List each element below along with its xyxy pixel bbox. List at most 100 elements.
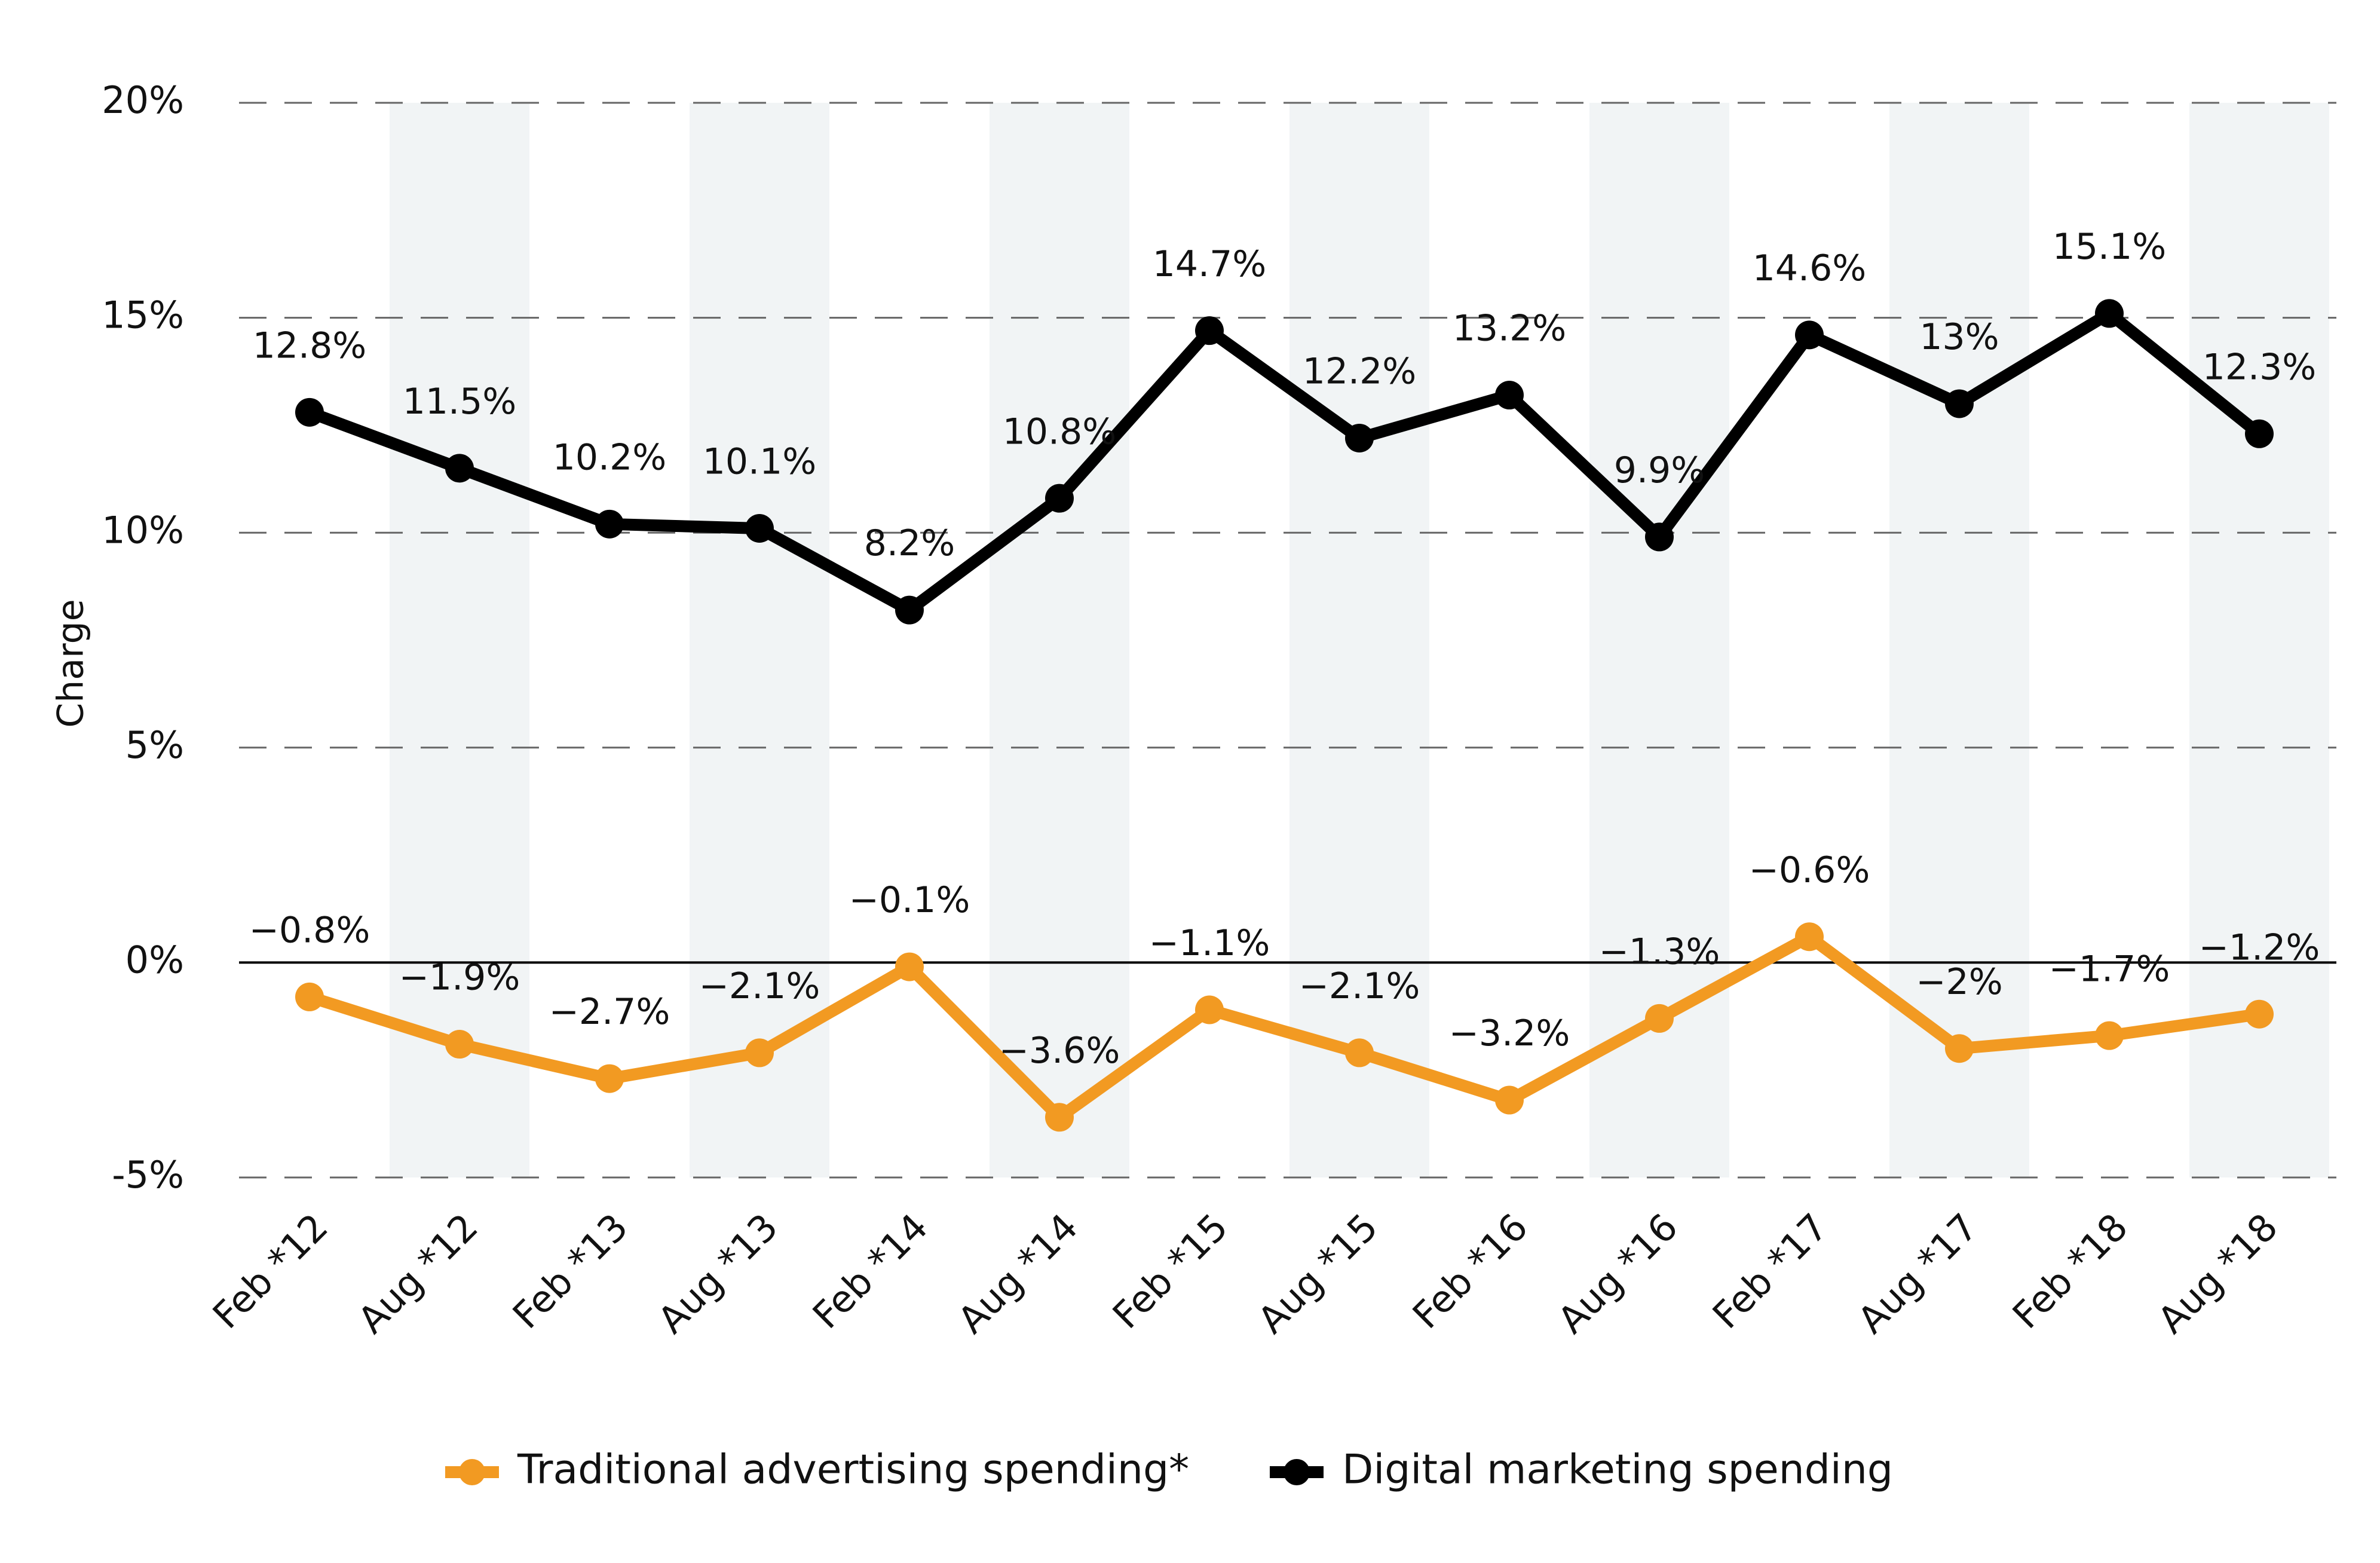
data-point [1945, 1034, 1974, 1063]
background-band [1289, 103, 1429, 1177]
data-label: 10.2% [553, 436, 667, 478]
data-point [295, 397, 324, 427]
gridlines [239, 102, 2336, 1179]
y-tick-label: 10% [102, 508, 184, 552]
data-label: −2.1% [699, 965, 820, 1007]
data-point [1645, 522, 1674, 552]
background-band [390, 103, 529, 1177]
x-tick-label: Feb *16 [1404, 1205, 1536, 1337]
legend-label-digital: Digital marketing spending [1342, 1446, 1893, 1494]
data-label: −2.1% [1299, 965, 1420, 1007]
legend-label-traditional: Traditional advertising spending* [517, 1446, 1189, 1494]
data-point [1195, 995, 1224, 1024]
data-label: 8.2% [864, 522, 955, 564]
x-tick-label: Aug *18 [2149, 1205, 2286, 1342]
background-band [1889, 103, 2029, 1177]
y-tick-label: 5% [125, 723, 184, 767]
y-axis-label: Charge [50, 599, 92, 727]
data-point [2095, 299, 2124, 328]
data-label: −3.6% [999, 1030, 1120, 1072]
data-label: 13.2% [1453, 308, 1567, 350]
series-digital: 12.8% 11.5% 10.2% 10.1% 8.2% 10.8% 14.7% 12.2% 1… [253, 226, 2317, 625]
data-point [1045, 1103, 1074, 1132]
data-label: −1.9% [399, 957, 520, 999]
data-point [295, 982, 324, 1011]
x-tick-label: Feb *18 [2004, 1205, 2136, 1337]
x-tick-label: Aug *15 [1249, 1205, 1386, 1342]
data-label: −1.3% [1599, 931, 1720, 972]
data-point [445, 454, 474, 483]
data-point [1945, 389, 1974, 418]
data-label: 14.7% [1153, 243, 1267, 285]
legend-item-traditional: Traditional advertising spending* [445, 1446, 1189, 1494]
data-point [1345, 423, 1374, 452]
data-point [745, 514, 774, 543]
data-label: 10.1% [703, 441, 817, 483]
alternating-background-bands [390, 103, 2329, 1177]
data-point [895, 595, 924, 625]
data-label: −1.2% [2199, 926, 2320, 968]
data-label: 15.1% [2053, 226, 2167, 268]
data-label: 10.8% [1003, 411, 1117, 452]
x-tick-label: Aug *16 [1549, 1205, 1686, 1342]
data-point [2245, 419, 2274, 448]
x-tick-label: Feb *13 [504, 1205, 636, 1337]
data-point [1795, 922, 1824, 952]
data-label: −1.7% [2049, 948, 2170, 990]
x-tick-label: Aug *17 [1849, 1205, 1986, 1342]
data-label: −1.1% [1149, 922, 1270, 964]
data-label: −0.8% [249, 910, 370, 952]
data-point [895, 952, 924, 981]
x-tick-label: Aug *13 [650, 1205, 786, 1342]
x-tick-label: Aug *14 [949, 1205, 1086, 1342]
data-label: −2% [1916, 961, 2002, 1003]
data-point [1345, 1038, 1374, 1068]
data-point [445, 1030, 474, 1059]
data-label: −2.7% [549, 991, 670, 1033]
data-point [595, 509, 624, 539]
series-traditional: −0.8% −1.9% −2.7% −2.1% −0.1% −3.6% −1.1% −2.1%… [249, 849, 2320, 1132]
data-label: −0.6% [1749, 849, 1870, 891]
data-point [2095, 1021, 2124, 1050]
data-point [1495, 381, 1524, 410]
data-label: 12.2% [1303, 351, 1417, 393]
data-label: 9.9% [1614, 449, 1705, 491]
x-tick-label: Feb *17 [1704, 1205, 1836, 1337]
data-label: 14.6% [1753, 247, 1867, 289]
legend-swatch-digital-marker [1284, 1459, 1310, 1485]
data-point [1645, 1004, 1674, 1033]
data-point [595, 1064, 624, 1093]
data-label: −0.1% [849, 879, 970, 921]
y-tick-label: 20% [102, 78, 184, 122]
data-point [1795, 320, 1824, 350]
series-line [304, 307, 2265, 616]
legend-item-digital: Digital marketing spending [1270, 1446, 1893, 1494]
x-tick-label: Feb *14 [804, 1205, 936, 1337]
y-tick-label: -5% [112, 1153, 184, 1197]
y-tick-label: 0% [125, 938, 184, 981]
y-axis-ticks: -5% 0% 5% 10% 15% 20% [102, 78, 184, 1197]
legend-swatch-traditional-marker [459, 1459, 485, 1485]
data-label: 12.3% [2203, 346, 2317, 388]
data-label: 12.8% [253, 325, 367, 366]
data-point [1045, 484, 1074, 513]
series-line [304, 931, 2265, 1124]
x-tick-label: Feb *15 [1104, 1205, 1236, 1337]
y-tick-label: 15% [102, 293, 184, 337]
x-tick-label: Feb *12 [204, 1205, 336, 1337]
legend: Traditional advertising spending* Digita… [445, 1446, 1893, 1494]
background-band [2189, 103, 2329, 1177]
series-lines: −0.8% −1.9% −2.7% −2.1% −0.1% −3.6% −1.1% −2.1%… [249, 226, 2320, 1132]
background-band [690, 103, 829, 1177]
data-point [2245, 999, 2274, 1029]
data-label: −3.2% [1449, 1013, 1570, 1054]
data-label: 13% [1919, 316, 1999, 358]
data-point [1495, 1085, 1524, 1115]
data-point [745, 1038, 774, 1068]
data-point [1195, 316, 1224, 345]
data-label: 11.5% [403, 381, 517, 423]
x-axis-ticks: Feb *12 Aug *12 Feb *13 Aug *13 Feb *14 Aug *… [204, 1205, 2286, 1342]
x-tick-label: Aug *12 [350, 1205, 486, 1342]
background-band [990, 103, 1129, 1177]
